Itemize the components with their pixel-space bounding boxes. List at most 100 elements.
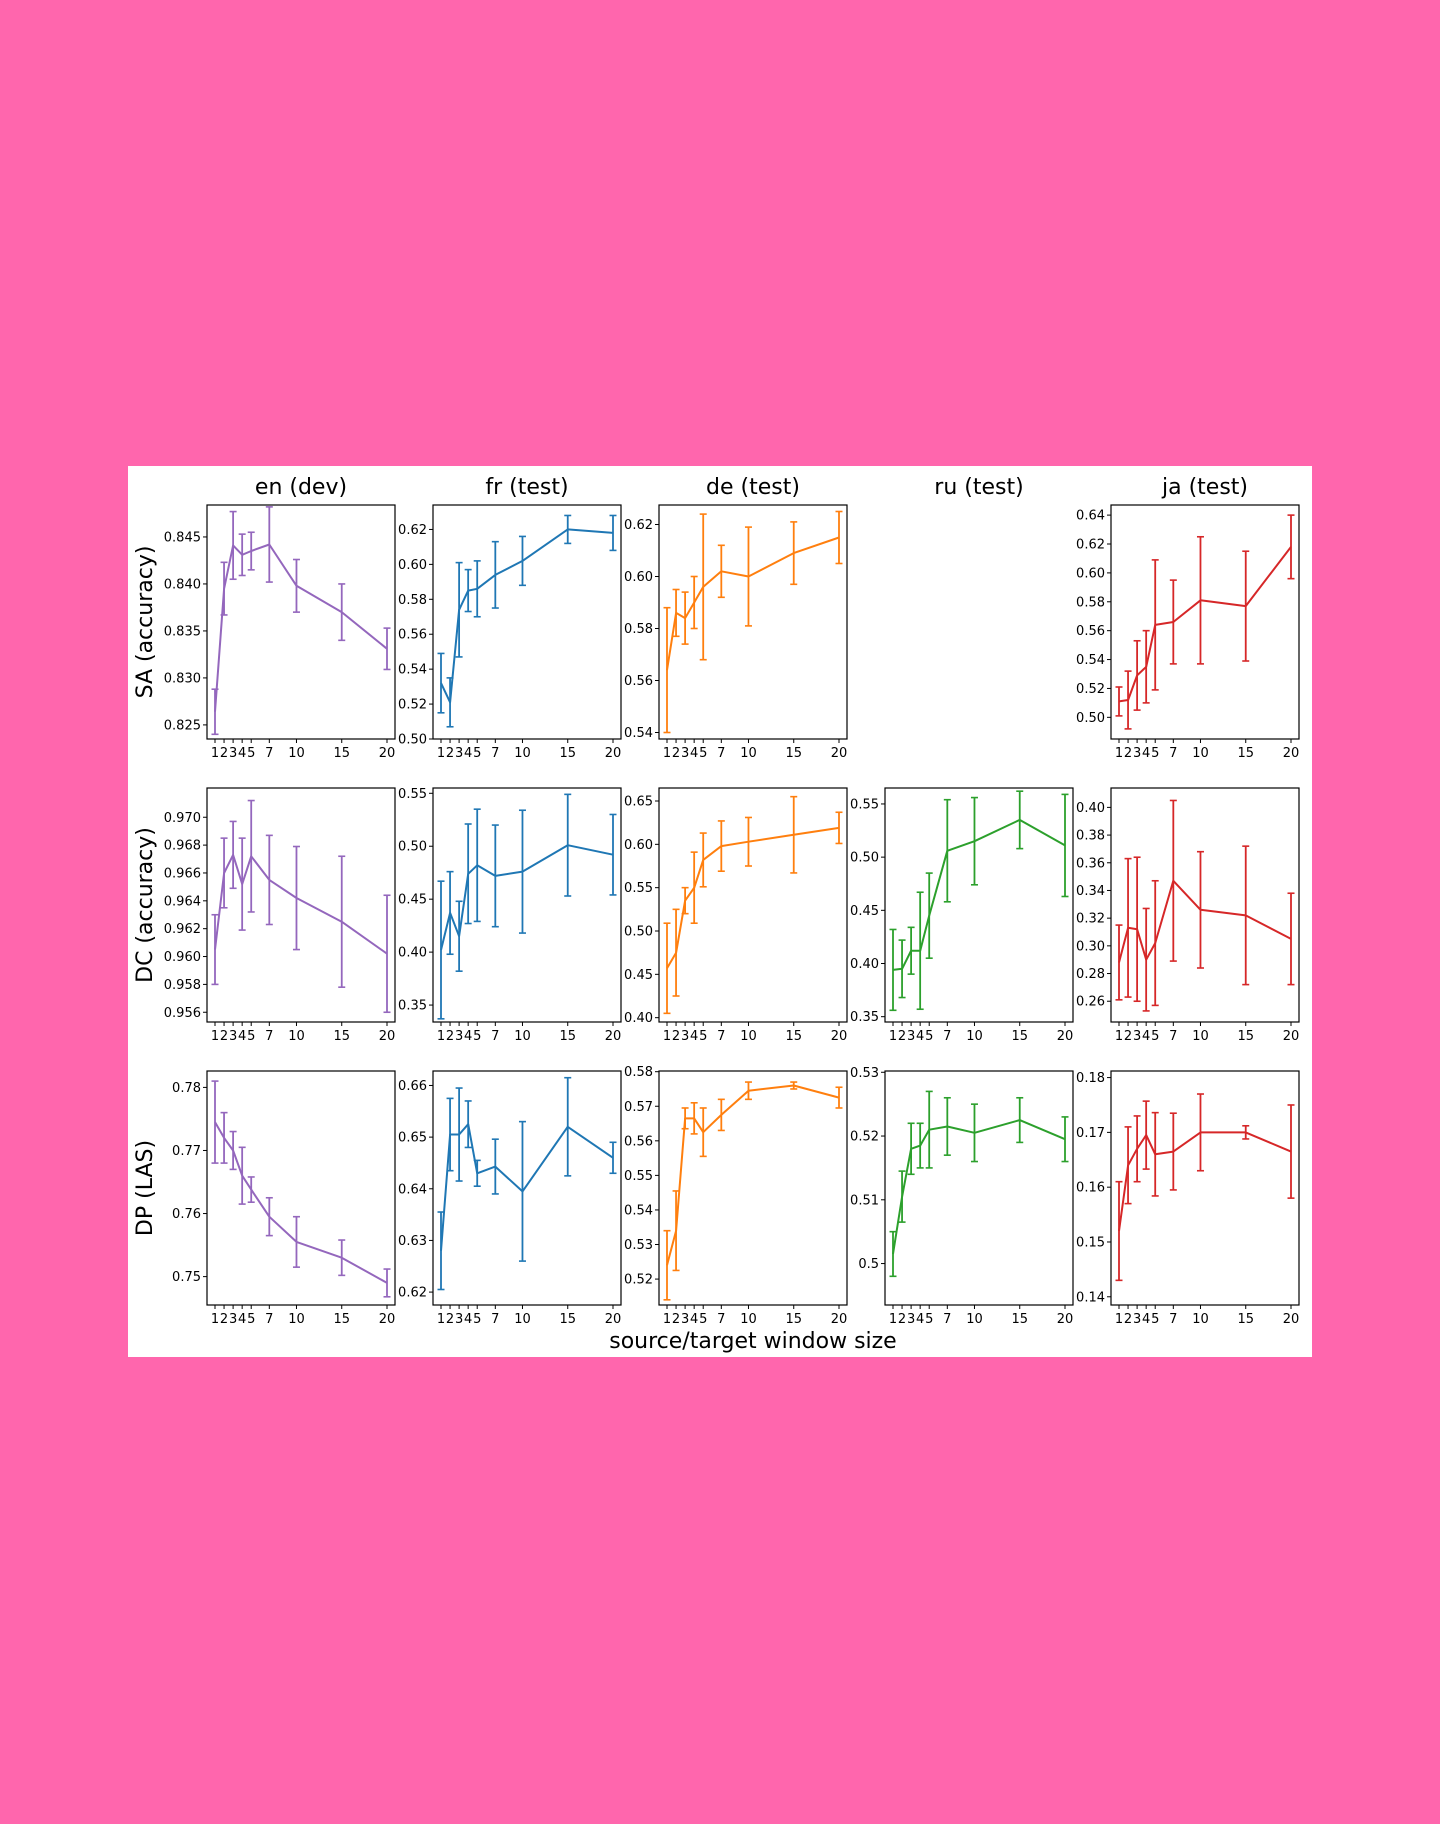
x-tick-label: 5 (1151, 1312, 1159, 1327)
x-tick-label: 4 (464, 1029, 472, 1044)
y-tick-label: 0.50 (624, 925, 653, 940)
x-tick-label: 20 (1283, 746, 1300, 761)
x-tick-label: 7 (265, 746, 273, 761)
x-tick-label: 1 (437, 746, 445, 761)
y-tick-label: 0.968 (164, 839, 201, 854)
y-tick-label: 0.76 (172, 1207, 201, 1222)
x-tick-label: 2 (1124, 1029, 1132, 1044)
x-tick-label: 15 (333, 746, 350, 761)
x-tick-label: 20 (1283, 1029, 1300, 1044)
x-tick-label: 5 (1151, 746, 1159, 761)
x-tick-label: 20 (1057, 1312, 1074, 1327)
y-tick-label: 0.53 (850, 1066, 879, 1081)
x-tick-label: 1 (211, 1312, 219, 1327)
y-tick-label: 0.18 (1076, 1071, 1105, 1086)
x-tick-label: 10 (966, 1029, 983, 1044)
x-tick-label: 1 (1115, 1029, 1123, 1044)
y-tick-label: 0.75 (172, 1270, 201, 1285)
x-tick-label: 10 (740, 1029, 757, 1044)
y-tick-label: 0.50 (850, 851, 879, 866)
x-tick-label: 5 (247, 1029, 255, 1044)
column-title: ru (test) (934, 475, 1023, 500)
y-tick-label: 0.52 (398, 698, 427, 713)
x-tick-label: 4 (464, 746, 472, 761)
x-tick-label: 2 (220, 746, 228, 761)
x-tick-label: 20 (831, 1029, 848, 1044)
y-tick-label: 0.845 (164, 530, 201, 545)
x-tick-label: 1 (663, 746, 671, 761)
x-tick-label: 2 (446, 1029, 454, 1044)
x-tick-label: 2 (898, 1312, 906, 1327)
y-tick-label: 0.52 (850, 1130, 879, 1145)
x-tick-label: 10 (1192, 746, 1209, 761)
panel-frame (1110, 1070, 1300, 1306)
series-line (1118, 879, 1292, 963)
x-tick-label: 10 (288, 1029, 305, 1044)
x-tick-label: 20 (605, 1312, 622, 1327)
x-tick-label: 15 (785, 1312, 802, 1327)
y-tick-label: 0.78 (172, 1081, 201, 1096)
y-tick-label: 0.56 (1076, 624, 1105, 639)
y-tick-label: 0.56 (398, 628, 427, 643)
series-line (440, 1123, 614, 1251)
series-line (1118, 546, 1292, 703)
row-label: DC (accuracy) (133, 827, 158, 983)
x-tick-label: 5 (925, 1029, 933, 1044)
x-tick-label: 20 (1283, 1312, 1300, 1327)
x-tick-label: 3 (229, 1029, 237, 1044)
panel-frame (206, 504, 396, 740)
x-tick-label: 5 (247, 746, 255, 761)
x-tick-label: 5 (247, 1312, 255, 1327)
x-tick-label: 1 (211, 1029, 219, 1044)
x-tick-label: 3 (1133, 746, 1141, 761)
x-tick-label: 3 (1133, 1312, 1141, 1327)
x-tick-label: 5 (699, 746, 707, 761)
x-tick-label: 4 (916, 1029, 924, 1044)
y-tick-label: 0.40 (850, 957, 879, 972)
y-tick-label: 0.26 (1076, 995, 1105, 1010)
panel-frame (432, 1070, 622, 1306)
panel-frame (658, 1070, 848, 1306)
x-tick-label: 2 (220, 1029, 228, 1044)
x-tick-label: 15 (559, 1029, 576, 1044)
y-tick-label: 0.54 (624, 726, 653, 741)
y-tick-label: 0.40 (624, 1011, 653, 1026)
figure: en (dev) fr (test) de (test) ru (test) ja (t… (128, 466, 1312, 1357)
x-tick-label: 3 (229, 1312, 237, 1327)
x-tick-label: 1 (663, 1029, 671, 1044)
series-line (892, 818, 1066, 971)
x-tick-label: 10 (740, 746, 757, 761)
column-title: ja (test) (1161, 475, 1248, 500)
panel-frame (658, 504, 848, 740)
column-title: fr (test) (485, 475, 568, 500)
y-tick-label: 0.970 (164, 811, 201, 826)
y-tick-label: 0.60 (624, 570, 653, 585)
series-line (666, 826, 840, 969)
x-tick-label: 15 (1011, 1029, 1028, 1044)
y-tick-label: 0.60 (624, 838, 653, 853)
x-tick-label: 5 (473, 746, 481, 761)
y-tick-label: 0.5 (858, 1257, 879, 1272)
y-tick-label: 0.45 (398, 893, 427, 908)
y-tick-label: 0.55 (850, 797, 879, 812)
y-tick-label: 0.52 (624, 1273, 653, 1288)
x-tick-label: 3 (681, 1312, 689, 1327)
x-tick-label: 5 (925, 1312, 933, 1327)
panel-frame (206, 1070, 396, 1306)
row-label: SA (accuracy) (133, 546, 158, 699)
x-tick-label: 1 (437, 1312, 445, 1327)
x-tick-label: 3 (681, 746, 689, 761)
x-tick-label: 7 (717, 1029, 725, 1044)
x-tick-label: 7 (943, 1029, 951, 1044)
y-tick-label: 0.55 (624, 881, 653, 896)
y-tick-label: 0.50 (398, 840, 427, 855)
y-tick-label: 0.64 (398, 1182, 427, 1197)
y-tick-label: 0.58 (398, 593, 427, 608)
x-tick-label: 3 (1133, 1029, 1141, 1044)
x-tick-label: 15 (1011, 1312, 1028, 1327)
y-tick-label: 0.65 (624, 795, 653, 810)
x-tick-label: 3 (455, 746, 463, 761)
y-tick-label: 0.63 (398, 1234, 427, 1249)
series-line (666, 536, 840, 671)
column-title: de (test) (706, 475, 800, 500)
